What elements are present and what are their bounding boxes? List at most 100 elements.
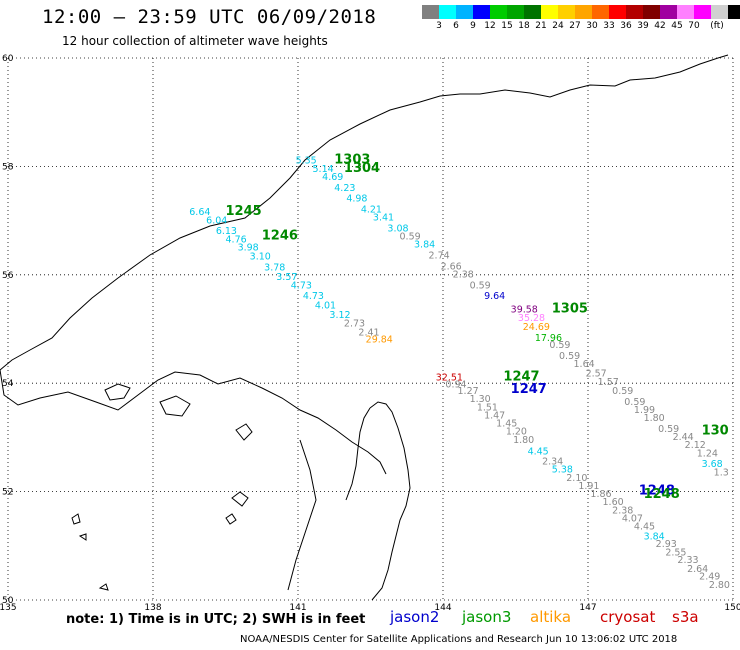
wave-height-value: 2.38 <box>612 505 633 516</box>
wave-height-value: 4.69 <box>322 172 343 183</box>
wave-height-value: 2.41 <box>358 328 379 339</box>
wave-height-value: 0.59 <box>549 340 570 351</box>
wave-height-value: 2.44 <box>673 432 694 443</box>
wave-height-value: 4.23 <box>334 183 355 194</box>
satellite-jason3: jason3 <box>462 608 512 626</box>
satellite-cryosat: cryosat <box>600 608 656 626</box>
pass-time-label: 130 <box>702 424 729 439</box>
longitude-tick-label: 138 <box>144 603 161 613</box>
island-5 <box>225 513 237 525</box>
pass-time-label: 1305 <box>552 302 588 317</box>
wave-height-value: 3.12 <box>329 310 350 321</box>
wave-height-value: 3.41 <box>373 213 394 224</box>
color-swatch <box>694 5 711 19</box>
wave-height-value: 1.80 <box>513 435 534 446</box>
island-2 <box>159 395 191 417</box>
wave-height-value: 5.14 <box>313 164 334 175</box>
wave-height-value: 2.10 <box>566 473 587 484</box>
color-swatch <box>626 5 643 19</box>
wave-height-value: 2.74 <box>429 251 450 262</box>
color-scale-tick: 30 <box>586 21 598 31</box>
wave-height-value: 1.30 <box>470 394 491 405</box>
color-swatch <box>473 5 490 19</box>
pass-time-label: 1248 <box>639 483 675 498</box>
color-scale-tick: 21 <box>535 21 547 31</box>
wave-height-value: 1.27 <box>458 386 479 397</box>
color-scale-tick: 24 <box>552 21 564 31</box>
color-swatch <box>507 5 524 19</box>
wave-height-value: 6.64 <box>189 207 210 218</box>
mainland-coast-line <box>0 369 387 475</box>
wave-height-value: 1.51 <box>477 402 498 413</box>
page-title: 12:00 – 23:59 UTC 06/09/2018 <box>42 6 377 28</box>
wave-height-value: 2.80 <box>709 580 730 591</box>
island-8 <box>98 583 109 591</box>
color-swatch <box>490 5 507 19</box>
satellite-altika: altika <box>530 608 572 626</box>
wave-height-value: 1.99 <box>634 405 655 416</box>
island-3 <box>235 423 253 441</box>
pass-time-label: 1247 <box>511 382 547 397</box>
island-6 <box>71 513 81 525</box>
wave-height-value: 1.24 <box>697 448 718 459</box>
wave-height-value: 4.45 <box>528 447 549 458</box>
footer-note: note: 1) Time is in UTC; 2) SWH is in fe… <box>66 612 366 627</box>
wave-height-value: 1.20 <box>506 427 527 438</box>
color-scale-bar <box>422 5 740 19</box>
color-swatch <box>575 5 592 19</box>
wave-height-value: 2.49 <box>699 571 720 582</box>
color-swatch <box>711 5 728 19</box>
color-swatch <box>456 5 473 19</box>
wave-height-value: 32.51 <box>436 372 463 383</box>
wave-height-value: 2.64 <box>687 564 708 575</box>
longitude-tick-label: 150 <box>724 603 740 613</box>
color-swatch <box>677 5 694 19</box>
color-scale-ticks: 3 6 9 12 15 18 21 24 27 30 33 36 39 42 45 70 (ft) <box>422 21 740 35</box>
sakhalin-island <box>345 401 411 601</box>
wave-height-value: 1.80 <box>644 413 665 424</box>
wave-height-value: 3.84 <box>644 531 665 542</box>
wave-height-value: 4.76 <box>226 234 247 245</box>
color-swatch <box>728 5 740 19</box>
pass-time-label: 1245 <box>226 204 262 219</box>
wave-height-value: 0.59 <box>400 232 421 243</box>
wave-height-value: 29.84 <box>366 335 393 346</box>
wave-height-value: 3.10 <box>250 252 271 263</box>
satellite-jason2: jason2 <box>390 608 440 626</box>
pass-time-label: 1304 <box>344 161 380 176</box>
coastline <box>0 54 729 601</box>
wave-height-value: 4.73 <box>291 280 312 291</box>
wave-height-value: 1.57 <box>598 377 619 388</box>
inland-line <box>287 439 317 591</box>
wave-height-value: 2.38 <box>453 270 474 281</box>
wave-height-value: 1.47 <box>484 410 505 421</box>
color-scale-tick: 36 <box>620 21 632 31</box>
latitude-tick-label: 56 <box>2 271 14 281</box>
wave-height-value: 3.98 <box>238 242 259 253</box>
island-4 <box>231 491 249 507</box>
pass-time-label: 1247 <box>503 369 539 384</box>
wave-height-value: 0.59 <box>624 397 645 408</box>
island-1 <box>104 383 131 401</box>
latitude-tick-label: 60 <box>2 54 14 64</box>
wave-height-value: 4.98 <box>346 194 367 205</box>
longitude-tick-label: 141 <box>289 603 306 613</box>
latitude-tick-label: 54 <box>2 379 14 389</box>
wave-height-value: 2.55 <box>665 548 686 559</box>
wave-height-value: 24.69 <box>523 322 550 333</box>
island-7 <box>78 533 87 541</box>
pass-time-label: 1246 <box>262 229 298 244</box>
wave-height-value: 4.01 <box>315 300 336 311</box>
color-scale-tick: 18 <box>518 21 530 31</box>
wave-height-value: 2.33 <box>677 555 698 566</box>
wave-height-value: 2.34 <box>542 457 563 468</box>
wave-height-value: 5.38 <box>552 465 573 476</box>
axis-labels: 135 138 141 144 147 150 60 58 56 54 52 50 <box>0 54 740 613</box>
color-swatch <box>439 5 456 19</box>
color-swatch <box>422 5 439 19</box>
wave-height-value: 2.66 <box>441 261 462 272</box>
color-scale-tick: 15 <box>501 21 513 31</box>
lat-lon-grid <box>7 57 734 601</box>
credit-line: NOAA/NESDIS Center for Satellite Applica… <box>240 634 678 645</box>
